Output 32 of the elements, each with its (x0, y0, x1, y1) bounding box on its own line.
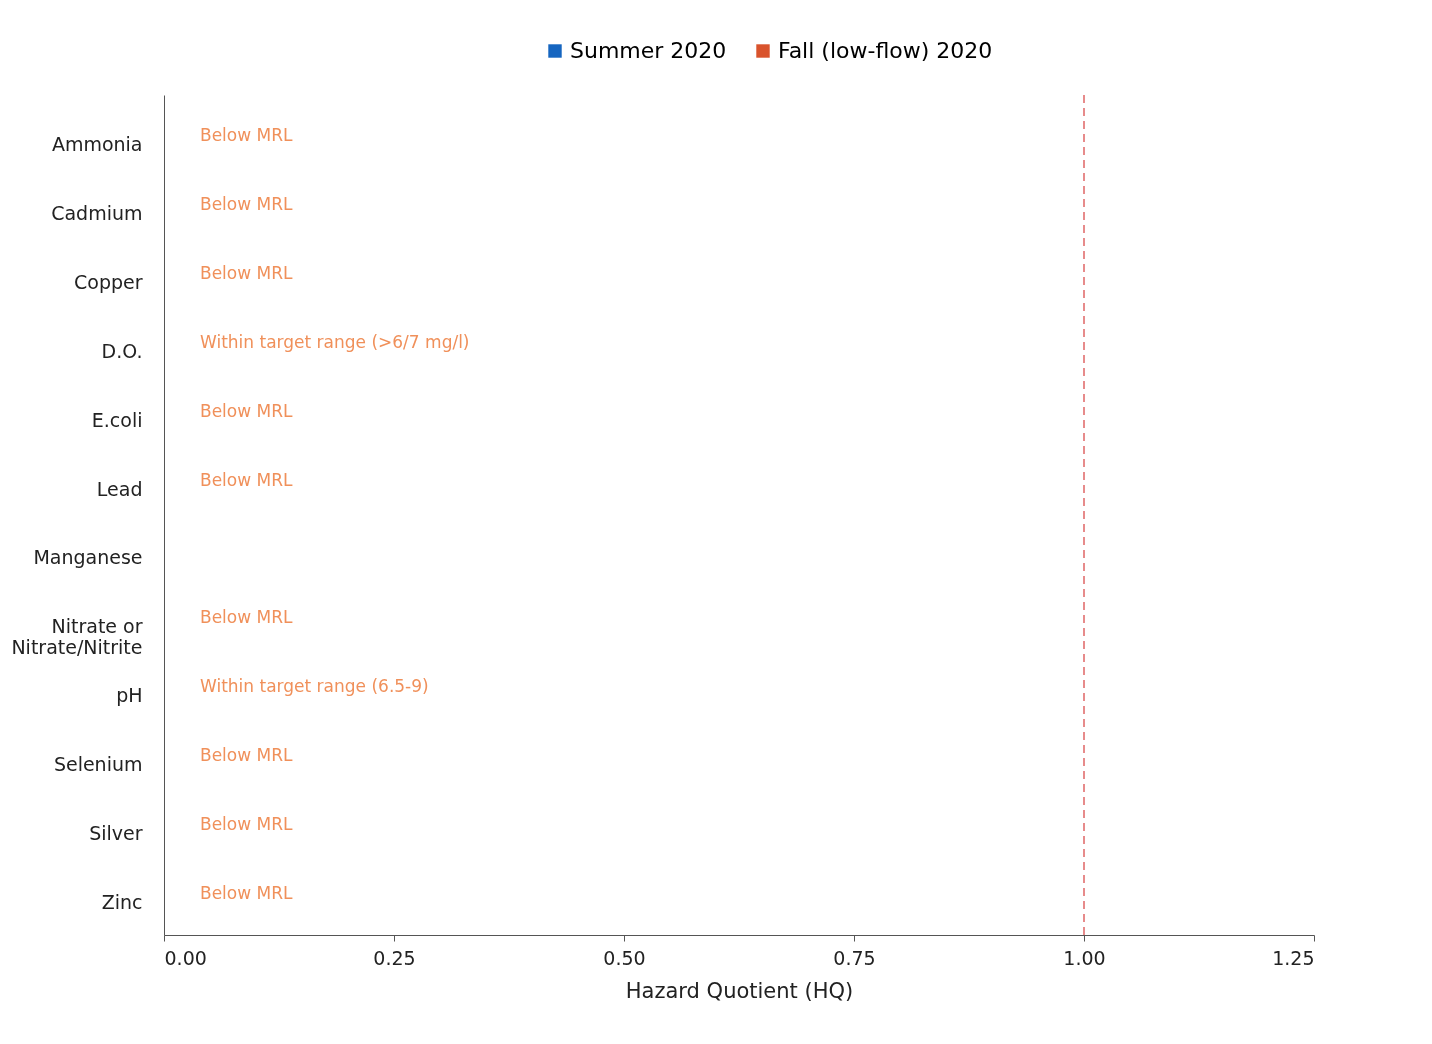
text: Below MRL (200, 744, 293, 765)
x-tick-label: 0.25 (373, 946, 416, 969)
legend-label: Fall (low-flow) 2020 (778, 38, 993, 63)
text: Below MRL (200, 469, 293, 490)
y-tick-label: Zinc (101, 890, 143, 913)
y-tick-label: Copper (73, 271, 143, 294)
x-tick-label: 0.75 (833, 946, 876, 969)
y-tick-label: Cadmium (51, 202, 143, 225)
legend-label: Summer 2020 (570, 38, 727, 63)
text: Below MRL (200, 882, 293, 903)
text: Below MRL (200, 263, 293, 284)
y-tick-label: Silver (89, 821, 143, 844)
x-tick-label: 1.00 (1063, 946, 1106, 969)
y-tick-label: D.O. (101, 339, 143, 362)
x-tick-label: 0.50 (603, 946, 646, 969)
y-tick-label: Ammonia (51, 133, 143, 156)
text: Within target range (6.5-9) (200, 676, 429, 697)
x-tick-label: 0.00 (164, 946, 207, 969)
text: Below MRL (200, 813, 293, 834)
y-tick-label: Nitrate or Nitrate/Nitrite (11, 615, 143, 659)
text: Within target range (>6/7 mg/l) (200, 331, 470, 352)
text: Below MRL (200, 125, 293, 146)
y-tick-label: pH (116, 684, 143, 707)
text: Below MRL (200, 194, 293, 215)
x-axis-title: Hazard Quotient (HQ) (625, 978, 854, 1003)
y-tick-label: Lead (96, 477, 143, 500)
x-tick-label: 1.25 (1272, 946, 1315, 969)
y-tick-label: Manganese (33, 546, 143, 569)
text: Below MRL (200, 400, 293, 421)
y-tick-label: Selenium (53, 752, 143, 775)
text: Below MRL (200, 607, 293, 628)
y-tick-label: E.coli (91, 408, 143, 431)
